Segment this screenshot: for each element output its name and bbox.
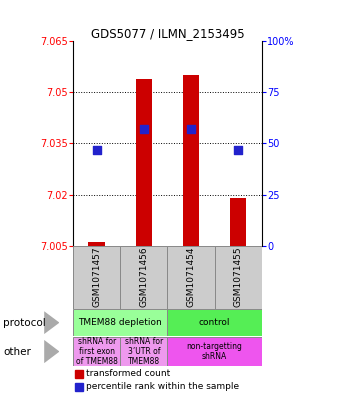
Bar [120, 246, 168, 309]
Bar [73, 246, 120, 309]
Bar [120, 337, 168, 366]
Bar [167, 246, 215, 309]
Bar [215, 246, 262, 309]
Bar [73, 337, 120, 366]
Text: non-targetting
shRNA: non-targetting shRNA [187, 342, 242, 361]
Text: TMEM88 depletion: TMEM88 depletion [79, 318, 162, 327]
Bar [167, 309, 262, 336]
Text: other: other [3, 347, 31, 356]
Bar [230, 198, 246, 246]
Bar [73, 309, 167, 336]
Text: GSM1071454: GSM1071454 [187, 247, 196, 307]
Bar [75, 383, 83, 391]
Point [94, 147, 99, 153]
Text: control: control [199, 318, 231, 327]
Text: shRNA for
3’UTR of
TMEM88: shRNA for 3’UTR of TMEM88 [125, 337, 163, 366]
Bar [75, 370, 83, 378]
Bar [183, 75, 199, 246]
Bar [136, 79, 152, 246]
Text: GSM1071455: GSM1071455 [234, 247, 243, 307]
Point [236, 147, 241, 153]
Text: shRNA for
first exon
of TMEM88: shRNA for first exon of TMEM88 [76, 337, 118, 366]
Point [188, 126, 194, 132]
Title: GDS5077 / ILMN_2153495: GDS5077 / ILMN_2153495 [91, 27, 244, 40]
Point [141, 126, 147, 132]
Text: GSM1071456: GSM1071456 [139, 247, 148, 307]
Polygon shape [44, 311, 60, 334]
Bar [88, 242, 105, 246]
Text: transformed count: transformed count [86, 369, 171, 378]
Bar [167, 337, 262, 366]
Text: percentile rank within the sample: percentile rank within the sample [86, 382, 239, 391]
Polygon shape [44, 340, 60, 363]
Text: protocol: protocol [3, 318, 46, 328]
Text: GSM1071457: GSM1071457 [92, 247, 101, 307]
